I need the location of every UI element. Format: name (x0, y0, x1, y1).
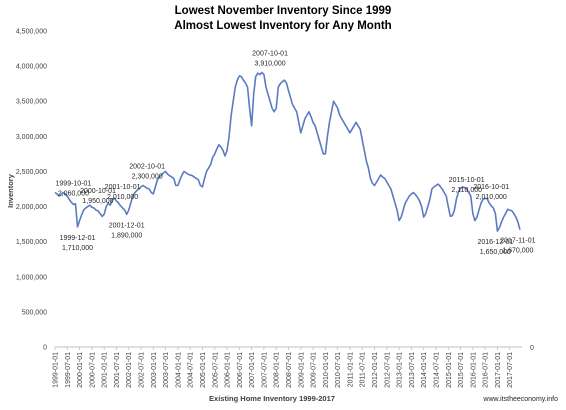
x-tick-label: 2008-07-01 (286, 352, 293, 388)
annotations-layer: 1999-10-01 2,060,000 1999-12-01 1,710,000 20… (56, 50, 536, 256)
y-tick-label: 0 (43, 345, 47, 352)
x-tick-label: 2017-01-01 (495, 352, 502, 388)
annotation-value: 3,910,000 (254, 60, 285, 67)
annotation-date: 2015-10-01 (449, 177, 485, 184)
annotation-date: 2002-10-01 (129, 163, 165, 170)
x-tick-label: 2002-01-01 (126, 352, 133, 388)
y-tick-label: 1,500,000 (16, 239, 47, 246)
x-axis-title: Existing Home Inventory 1999-2017 (209, 394, 335, 403)
x-tick-label: 2011-01-01 (347, 352, 354, 387)
x-tick-label: 2015-01-01 (446, 352, 453, 388)
x-tick-label: 2000-01-01 (77, 352, 84, 388)
x-tick-label: 2010-01-01 (323, 352, 330, 388)
x-tick-label: 2015-07-01 (458, 352, 465, 388)
x-tick-label: 2005-07-01 (212, 352, 219, 388)
x-tick-label: 2002-07-01 (139, 352, 146, 388)
annotation-value: 1,950,000 (82, 198, 113, 205)
x-tick-label: 2008-01-01 (274, 352, 281, 388)
y-tick-label: 4,000,000 (16, 64, 47, 71)
annotation-value: 2,300,000 (132, 173, 163, 180)
y-axis-ticks: 0 500,000 1,000,000 1,500,000 2,000,000 2,500… (16, 29, 47, 352)
y-tick-label: 4,500,000 (16, 29, 47, 36)
x-tick-label: 2007-01-01 (249, 352, 256, 388)
annotation-value: 1,650,000 (480, 249, 511, 256)
x-tick-label: 1999-07-01 (65, 352, 72, 388)
annotation-value: 1,710,000 (62, 245, 93, 252)
x-tick-label: 2013-07-01 (409, 352, 416, 388)
x-tick-label: 2012-07-01 (384, 352, 391, 388)
annotation-date: 2007-10-01 (252, 50, 288, 57)
annotation-date: 2001-12-01 (109, 222, 145, 229)
annotation-date: 2000-10-01 (80, 188, 116, 195)
annotation-date: 1999-12-01 (60, 235, 96, 242)
x-tick-label: 2009-07-01 (311, 352, 318, 388)
y-tick-label: 2,000,000 (16, 204, 47, 211)
series-layer (54, 71, 521, 232)
x-tick-label: 2016-07-01 (483, 352, 490, 388)
x-tick-label: 2006-07-01 (237, 352, 244, 388)
x-tick-label: 2001-07-01 (114, 352, 121, 388)
annotation-value: 2,110,000 (451, 187, 482, 194)
y-tick-label: 3,500,000 (16, 99, 47, 106)
y-tick-label: 1,000,000 (16, 274, 47, 281)
y-tick-label: 3,000,000 (16, 134, 47, 141)
annotation-date: 1999-10-01 (56, 180, 92, 187)
x-tick-label: 2016-01-01 (470, 352, 477, 388)
x-tick-label: 2014-07-01 (433, 352, 440, 388)
x-tick-label: 2004-07-01 (188, 352, 195, 388)
annotation-value: 2,060,000 (58, 190, 89, 197)
chart-title: Lowest November Inventory Since 1999 (175, 5, 392, 17)
y-tick-label: 500,000 (22, 309, 47, 316)
series-line (54, 71, 521, 232)
x-tick-label: 2012-01-01 (372, 352, 379, 388)
annotation-value: 2,010,000 (476, 194, 507, 201)
annotation-date: 2016-12-01 (477, 239, 513, 246)
x-tick-label: 2004-01-01 (175, 352, 182, 388)
x-tick-label: 2010-07-01 (335, 352, 342, 388)
x-tick-label: 2011-07-01 (360, 352, 367, 387)
x-tick-label: 2006-01-01 (225, 352, 232, 388)
x-tick-label: 2001-01-01 (102, 352, 109, 388)
x-tick-label: 2014-01-01 (421, 352, 428, 388)
y-axis-title: Inventory (6, 173, 15, 208)
annotation-date: 2017-11-01 (500, 238, 535, 245)
credit-text: www.itstheeconomy.info (482, 396, 558, 403)
right-axis-tick: 0 (530, 345, 534, 352)
x-axis-ticks: 1999-01-01 1999-07-01 2000-01-01 2000-07-01… (53, 347, 514, 388)
x-tick-label: 2003-01-01 (151, 352, 158, 388)
chart-subtitle: Almost Lowest Inventory for Any Month (174, 20, 391, 32)
x-tick-label: 2009-01-01 (298, 352, 305, 388)
y-tick-label: 2,500,000 (16, 169, 47, 176)
annotation-date: 2001-10-01 (105, 184, 141, 191)
annotation-value: 1,670,000 (502, 248, 533, 255)
x-tick-label: 2000-07-01 (89, 352, 96, 388)
x-tick-label: 2007-07-01 (261, 352, 268, 388)
x-tick-label: 1999-01-01 (53, 352, 60, 388)
annotation-value: 2,010,000 (107, 194, 138, 201)
x-tick-label: 2013-01-01 (397, 352, 404, 388)
annotation-value: 1,890,000 (111, 232, 142, 239)
x-tick-label: 2003-07-01 (163, 352, 170, 388)
annotation-date: 2016-10-01 (473, 184, 509, 191)
x-tick-label: 2005-01-01 (200, 352, 207, 388)
x-tick-label: 2017-07-01 (507, 352, 514, 388)
